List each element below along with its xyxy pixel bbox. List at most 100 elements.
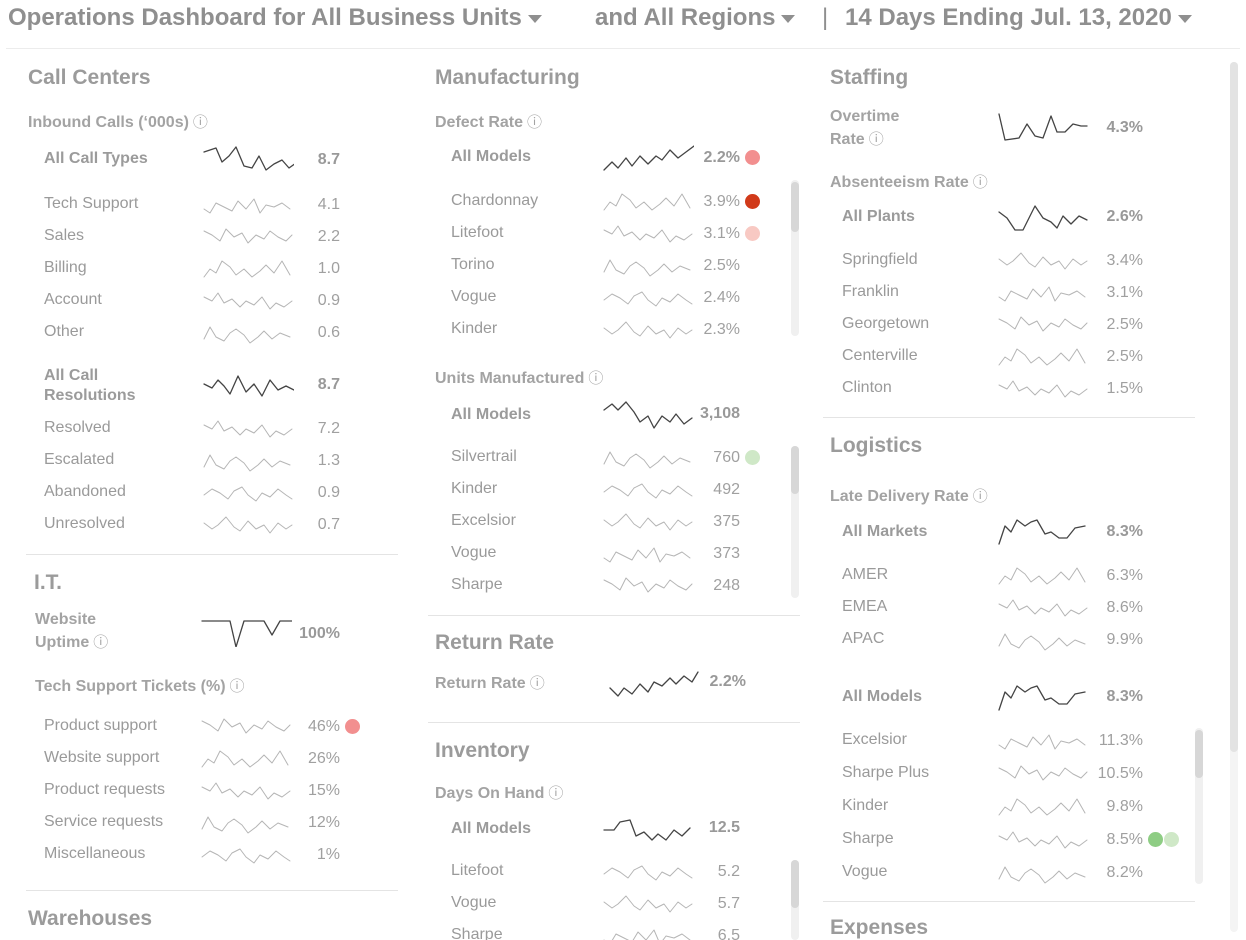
overtime-rate-line-2: Rate [830,131,865,148]
regions-filter[interactable]: and All Regions [595,4,796,32]
value-all-call-types: 8.7 [317,151,340,168]
sparkline-path [998,348,1086,366]
row-label-billing: Billing [44,259,87,276]
row-label-sharpe: Sharpe [451,926,503,940]
row-label-miscellaneous: Miscellaneous [44,845,146,862]
sparkline-clinton [998,380,1088,398]
sparkline-path [603,483,693,499]
late-delivery-rate-label: Late Delivery Rate ⓘ [830,485,988,506]
period-filter[interactable]: 14 Days Ending Jul. 13, 2020 [845,4,1192,32]
tech-support-tickets-label: Tech Support Tickets (%) ⓘ [35,675,245,696]
sparkline-path [603,819,691,841]
sparkline-path [603,577,693,593]
sparkline-path [603,895,693,913]
page-scrollbar-thumb[interactable] [1230,62,1238,752]
row-label-defect-all-models: All Models [451,148,532,165]
sparkline-tech-support [203,198,291,214]
sparkline-path [203,260,291,278]
row-label-amer: AMER [842,566,889,583]
sparkline-centerville [998,348,1086,366]
row-label-apac: APAC [842,630,885,647]
inventory-list-scrollbar[interactable] [791,860,799,940]
info-icon[interactable]: ⓘ [548,785,564,802]
info-icon[interactable]: ⓘ [527,114,543,131]
sparkline-service-requests [201,816,289,834]
sparkline-product-support [201,718,291,734]
section-title-it: I.T. [34,571,63,594]
scrollbar-thumb[interactable] [791,860,799,908]
row-label-torino: Torino [451,256,495,273]
value-franklin: 3.1% [1106,284,1143,301]
dashboard-header: Operations Dashboard for All Business Un… [0,0,1246,46]
sparkline-path [998,734,1086,750]
info-icon[interactable]: ⓘ [93,634,109,651]
sparkline-path [603,193,691,211]
status-dot-red [745,150,760,165]
return-rate-text: Return Rate [435,675,526,692]
status-dot [345,719,360,734]
info-icon[interactable]: ⓘ [868,131,884,148]
info-icon[interactable]: ⓘ [192,114,208,131]
value-excelsior: 375 [713,513,740,530]
value-website-support: 26% [307,750,340,767]
value-sharpe: 6.5 [717,927,740,940]
absenteeism-rate-label: Absenteeism Rate ⓘ [830,171,988,192]
sparkline-path [603,225,693,243]
logistics-models-scrollbar[interactable] [1195,728,1203,884]
row-label-service-requests: Service requests [44,813,164,830]
sparkline-path [998,831,1088,849]
value-torino: 2.5% [703,257,740,274]
row-label-all-markets: All Markets [842,523,928,540]
info-icon[interactable]: ⓘ [529,675,545,692]
sparkline-vogue [998,866,1086,884]
page-scrollbar[interactable] [1230,62,1238,932]
row-label-sales: Sales [44,227,85,244]
row-label-chardonnay: Chardonnay [451,192,539,209]
row-label-kinder: Kinder [842,797,889,814]
info-icon[interactable]: ⓘ [972,174,988,191]
sparkline-path [203,326,291,344]
info-icon[interactable]: ⓘ [229,678,245,695]
sparkline-sharpe-plus [998,765,1088,781]
sparkline-kinder [998,798,1086,816]
value-clinton: 1.5% [1106,380,1143,397]
sparkline-litefoot [603,225,693,243]
status-dot [1148,832,1163,847]
sparkline-vogue [603,291,693,307]
section-title-inventory: Inventory [435,739,530,762]
website-uptime-line-1: Website [35,611,97,628]
info-icon[interactable]: ⓘ [972,488,988,505]
defect-list-scrollbar[interactable] [791,180,799,336]
scrollbar-thumb[interactable] [791,446,799,494]
section-divider [823,901,1195,902]
inbound-calls-label: Inbound Calls (‘000s) ⓘ [28,111,208,132]
row-label-excelsior: Excelsior [842,731,907,748]
row-label-clinton: Clinton [842,379,892,396]
row-label-sharpe: Sharpe [842,830,894,847]
chevron-down-icon [1177,14,1192,23]
sparkline-amer [998,567,1086,585]
row-label-all-plants: All Plants [842,208,915,225]
sparkline-sales [203,228,293,244]
sparkline-chardonnay [603,193,691,211]
scrollbar-thumb[interactable] [1195,730,1203,778]
row-label-emea: EMEA [842,598,888,615]
sparkline-torino [603,259,691,277]
business-units-filter[interactable]: Operations Dashboard for All Business Un… [8,4,542,32]
row-label-silvertrail: Silvertrail [451,448,517,465]
sparkline-path [203,375,294,397]
sparkline-path [998,519,1086,545]
column-call-centers-it: Call Centers Inbound Calls (‘000s) ⓘ All … [0,50,410,940]
sparkline-path [998,205,1088,231]
row-label-litefoot: Litefoot [451,862,504,879]
sparkline-abandoned [203,486,293,502]
units-list-scrollbar[interactable] [791,446,799,598]
regions-label: and All Regions [595,4,776,31]
value-tech-support: 4.1 [317,196,340,213]
info-icon[interactable]: ⓘ [588,370,604,387]
row-label-vogue: Vogue [451,288,497,305]
scrollbar-thumb[interactable] [791,182,799,232]
section-title-staffing: Staffing [830,66,909,89]
value-service-requests: 12% [307,814,340,831]
section-title-warehouses: Warehouses [28,907,153,930]
